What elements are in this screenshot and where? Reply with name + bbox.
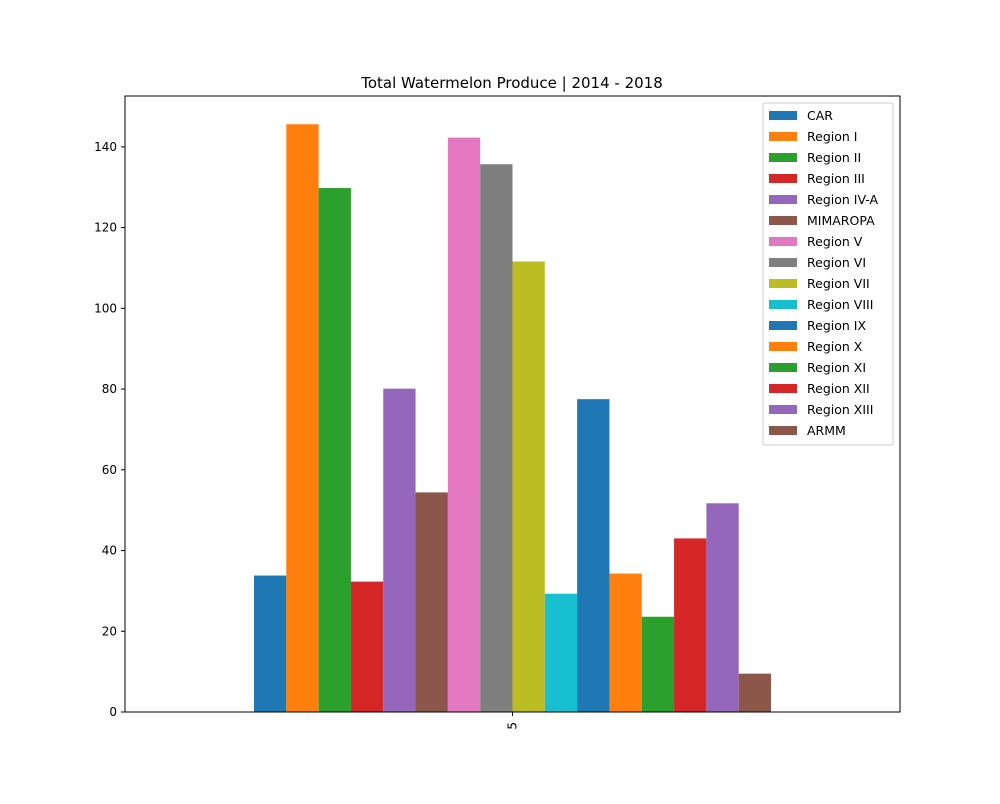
- x-tick-label: 5: [506, 722, 520, 730]
- legend-label-region-i: Region I: [807, 129, 857, 144]
- legend-swatch-region-viii: [769, 300, 797, 309]
- legend-swatch-region-xiii: [769, 405, 797, 414]
- legend-swatch-region-vii: [769, 279, 797, 288]
- bar-mimaropa: [415, 492, 448, 712]
- legend-label-armm: ARMM: [807, 423, 846, 438]
- y-tick-label: 0: [109, 705, 117, 719]
- legend: CAR Region I Region II Region III Region IV-…: [762, 102, 894, 446]
- legend-label-region-viii: Region VIII: [807, 297, 873, 312]
- bar-region-xiii: [706, 503, 739, 712]
- y-axis: 0 20 40 60 80 100 120 140: [94, 140, 125, 719]
- y-tick-label: 120: [94, 221, 117, 235]
- y-tick-label: 40: [102, 544, 117, 558]
- legend-box: [762, 102, 894, 446]
- legend-label-region-iv-a: Region IV-A: [807, 192, 879, 207]
- legend-swatch-region-iv-a: [769, 195, 797, 204]
- legend-swatch-region-xii: [769, 384, 797, 393]
- legend-label-region-xiii: Region XIII: [807, 402, 873, 417]
- bar-region-iii: [350, 581, 384, 712]
- legend-swatch-region-xi: [769, 363, 797, 372]
- bar-region-vii: [512, 261, 545, 712]
- legend-swatch-region-ii: [769, 153, 797, 162]
- bar-region-x: [609, 573, 642, 712]
- bar-region-i: [286, 124, 319, 712]
- bar-region-xi: [641, 616, 675, 712]
- legend-label-region-xii: Region XII: [807, 381, 870, 396]
- legend-label-car: CAR: [807, 108, 833, 123]
- bar-region-ix: [577, 399, 610, 712]
- y-tick-label: 140: [94, 140, 117, 154]
- legend-label-mimaropa: MIMAROPA: [807, 213, 875, 228]
- legend-swatch-armm: [769, 426, 797, 435]
- y-tick-label: 20: [102, 624, 117, 638]
- legend-label-region-vii: Region VII: [807, 276, 870, 291]
- legend-swatch-region-vi: [769, 258, 797, 267]
- bar-region-vi: [480, 164, 513, 713]
- bar-car: [254, 575, 287, 712]
- bar-region-ii: [318, 188, 351, 713]
- bar-region-xii: [674, 538, 707, 712]
- y-tick-label: 60: [102, 463, 117, 477]
- legend-label-region-ii: Region II: [807, 150, 861, 165]
- plot-frame: [124, 95, 901, 713]
- bar-armm: [738, 673, 771, 712]
- y-tick-label: 100: [94, 301, 117, 315]
- legend-swatch-region-v: [769, 237, 797, 246]
- legend-label-region-xi: Region XI: [807, 360, 866, 375]
- bar-region-v: [447, 137, 481, 712]
- bars-group: [254, 124, 771, 713]
- legend-swatch-car: [769, 111, 797, 120]
- chart-title: Total Watermelon Produce | 2014 - 2018: [360, 74, 663, 92]
- x-axis: 5: [506, 712, 520, 730]
- legend-label-region-ix: Region IX: [807, 318, 866, 333]
- legend-label-region-v: Region V: [807, 234, 863, 249]
- bar-region-iv-a: [383, 388, 416, 712]
- bar-region-viii: [544, 593, 578, 712]
- legend-swatch-region-ix: [769, 321, 797, 330]
- y-tick-label: 80: [102, 382, 117, 396]
- legend-swatch-region-i: [769, 132, 797, 141]
- legend-label-region-iii: Region III: [807, 171, 865, 186]
- legend-swatch-region-iii: [769, 174, 797, 183]
- legend-swatch-mimaropa: [769, 216, 797, 225]
- legend-label-region-vi: Region VI: [807, 255, 866, 270]
- legend-label-region-x: Region X: [807, 339, 863, 354]
- legend-swatch-region-x: [769, 342, 797, 351]
